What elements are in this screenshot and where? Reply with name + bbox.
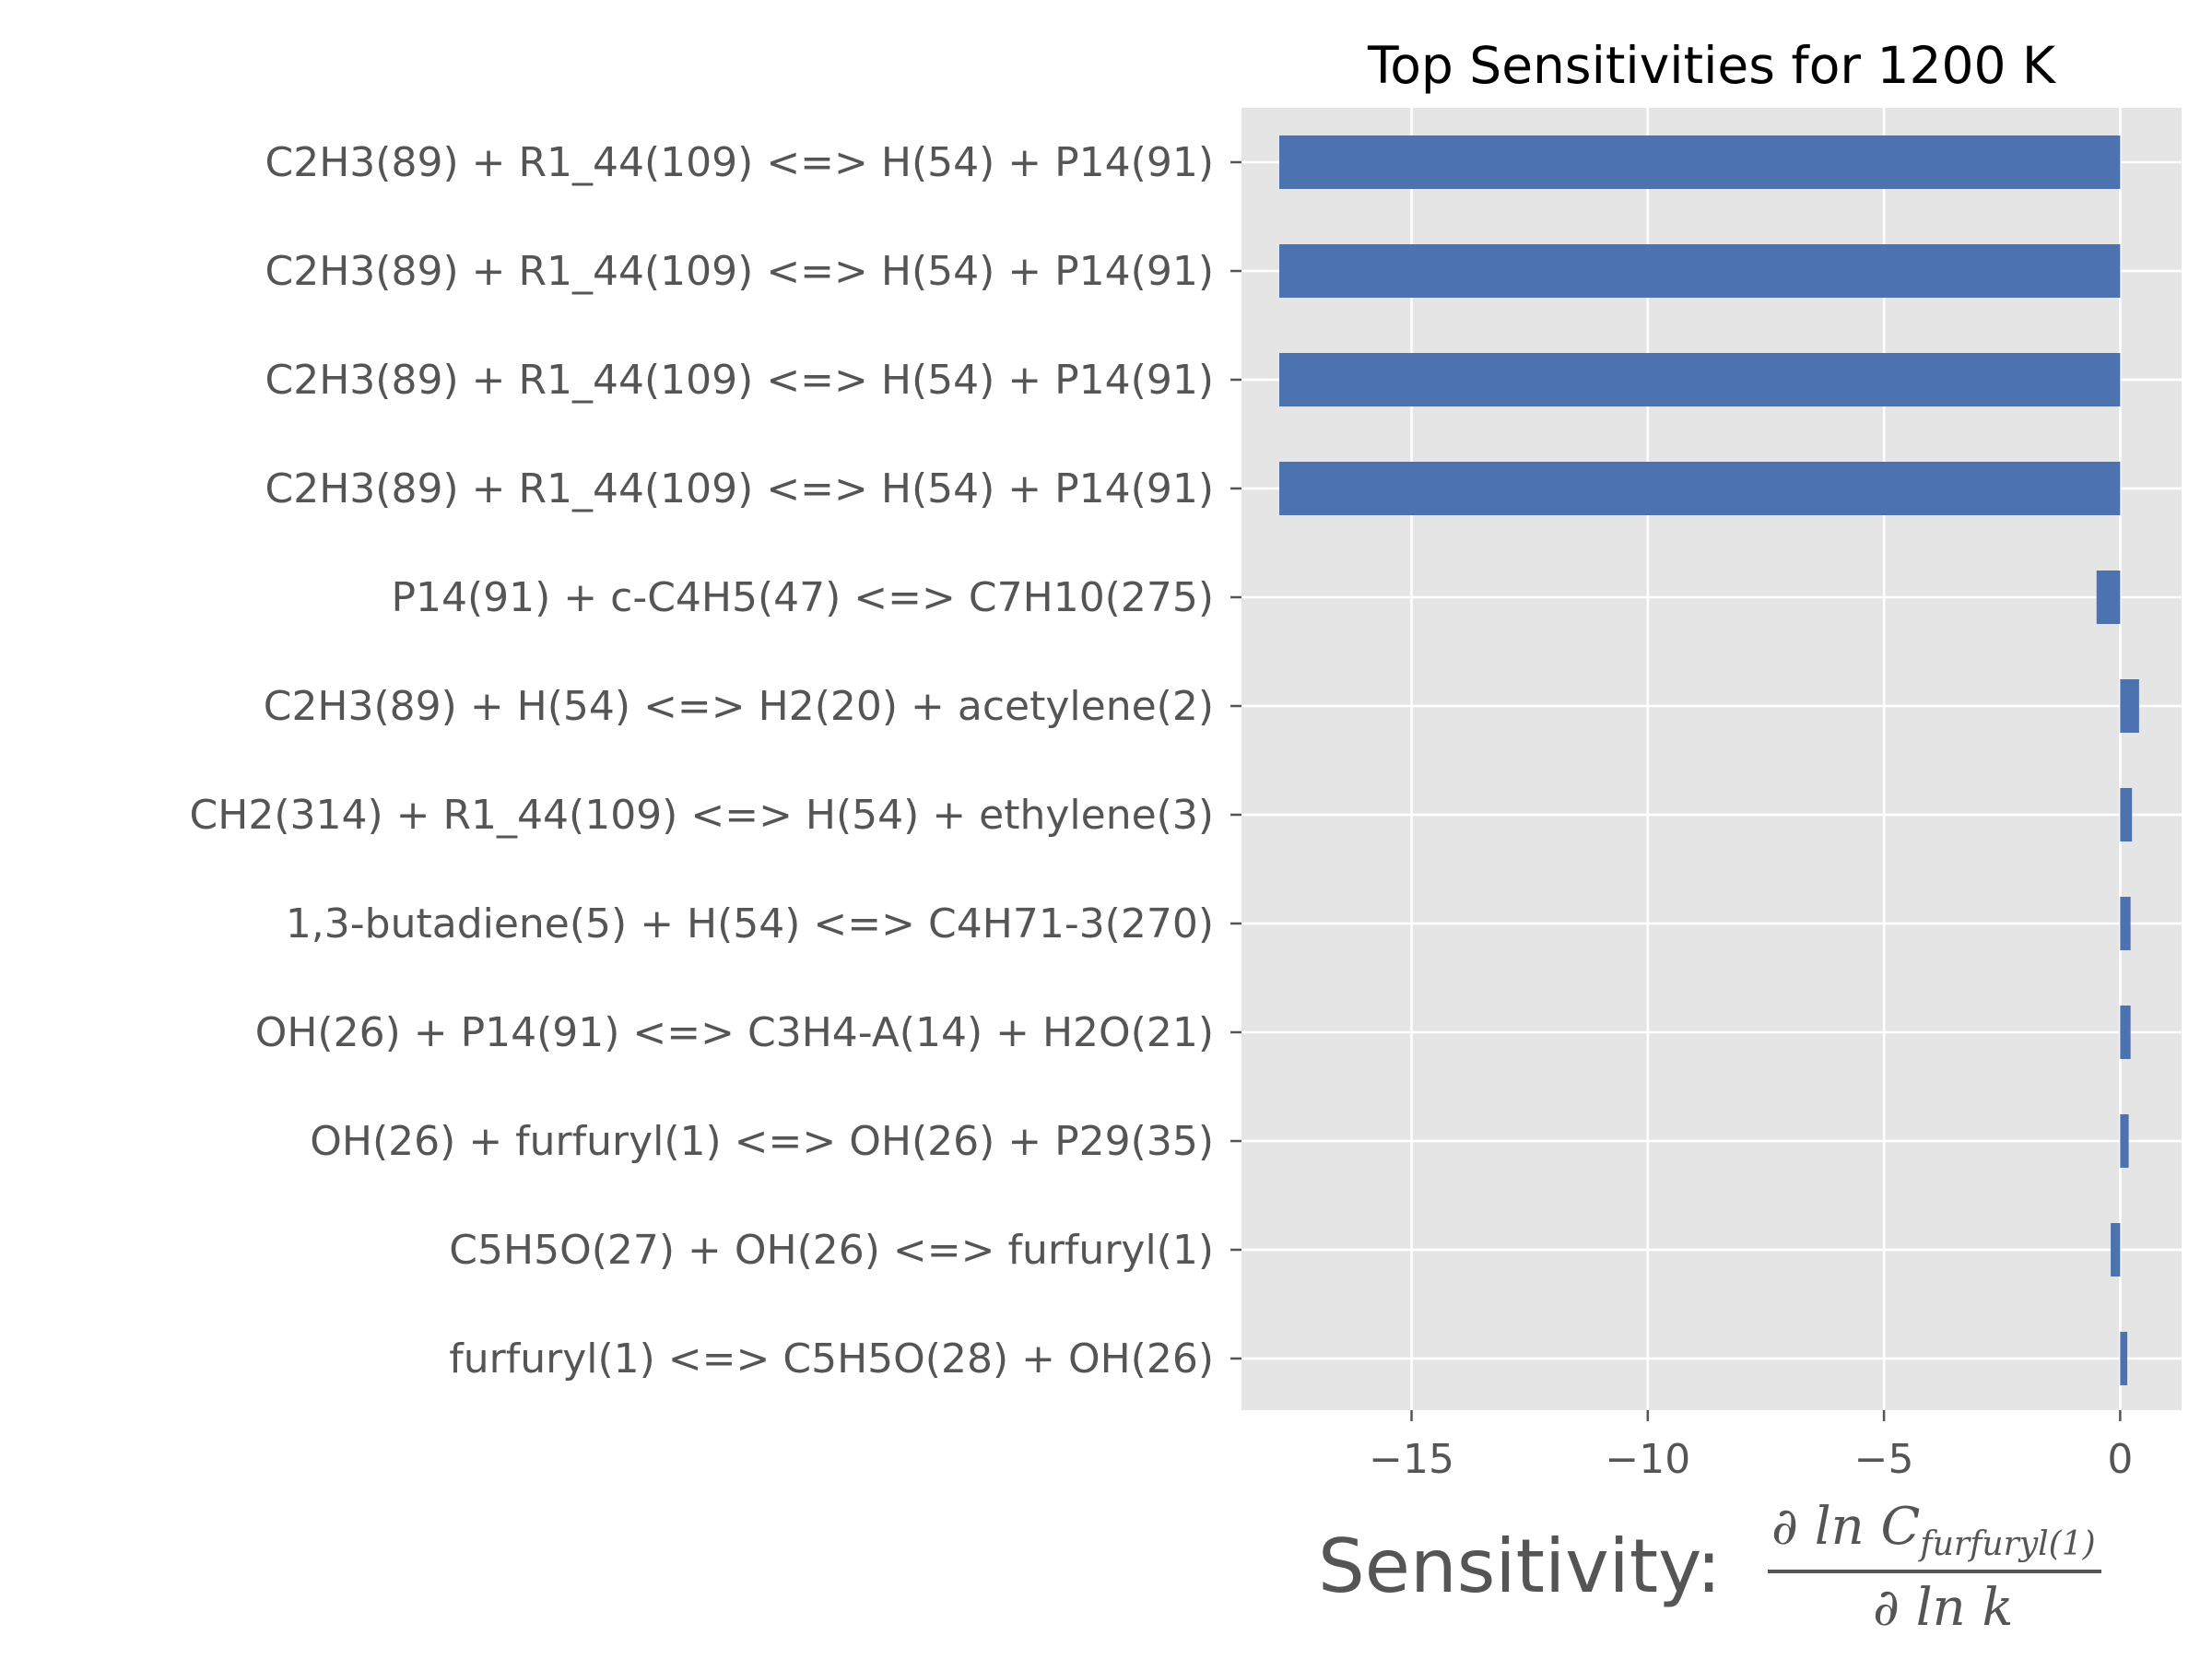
y-tick-label: C2H3(89) + R1_44(109) <=> H(54) + P14(91… xyxy=(265,139,1215,186)
plot-background xyxy=(1241,108,2182,1410)
bar xyxy=(1279,353,2121,406)
bar xyxy=(2111,1223,2121,1277)
x-axis-label-denominator: ∂ ln k xyxy=(1873,1578,2013,1638)
bar xyxy=(2120,1006,2131,1059)
y-tick-label: C2H3(89) + R1_44(109) <=> H(54) + P14(91… xyxy=(265,357,1215,404)
bar xyxy=(2120,1114,2129,1168)
y-tick-label: C2H3(89) + R1_44(109) <=> H(54) + P14(91… xyxy=(265,465,1215,512)
bar xyxy=(2120,897,2131,950)
y-tick-label: C2H3(89) + R1_44(109) <=> H(54) + P14(91… xyxy=(265,248,1215,295)
x-tick-label: −10 xyxy=(1605,1436,1690,1483)
bar xyxy=(2120,679,2139,733)
y-tick-label: furfuryl(1) <=> C5H5O(28) + OH(26) xyxy=(449,1335,1214,1382)
bar xyxy=(1279,462,2121,515)
y-tick-label: C2H3(89) + H(54) <=> H2(20) + acetylene(… xyxy=(264,683,1214,730)
x-tick-label: −5 xyxy=(1854,1436,1914,1483)
bar xyxy=(2120,788,2133,841)
bar xyxy=(2096,571,2121,624)
x-axis-label-prefix: Sensitivity: xyxy=(1318,1524,1722,1609)
x-axis-label-numerator: ∂ ln Cfurfuryl(1) xyxy=(1771,1497,2096,1563)
y-axis: C2H3(89) + R1_44(109) <=> H(54) + P14(91… xyxy=(190,139,1241,1382)
bar xyxy=(2120,1332,2128,1385)
chart-title: Top Sensitivities for 1200 K xyxy=(1367,36,2057,95)
x-axis: −15 −10 −5 0 xyxy=(1369,1410,2133,1483)
y-tick-label: P14(91) + c-C4H5(47) <=> C7H10(275) xyxy=(391,574,1214,621)
x-tick-label: −15 xyxy=(1369,1436,1454,1483)
y-tick-label: C5H5O(27) + OH(26) <=> furfuryl(1) xyxy=(449,1227,1214,1274)
y-tick-label: OH(26) + P14(91) <=> C3H4-A(14) + H2O(21… xyxy=(255,1009,1214,1056)
x-axis-label-numerator-subscript: furfuryl(1) xyxy=(1917,1525,2095,1563)
y-tick-label: CH2(314) + R1_44(109) <=> H(54) + ethyle… xyxy=(190,792,1214,839)
bar xyxy=(1279,135,2121,189)
x-tick-label: 0 xyxy=(2107,1436,2133,1483)
bars xyxy=(1279,135,2139,1385)
y-tick-label: 1,3-butadiene(5) + H(54) <=> C4H71-3(270… xyxy=(286,900,1214,947)
y-tick-label: OH(26) + furfuryl(1) <=> OH(26) + P29(35… xyxy=(310,1118,1214,1165)
x-axis-label: Sensitivity: ∂ ln Cfurfuryl(1) ∂ ln k xyxy=(1318,1497,2101,1638)
bar xyxy=(1279,244,2121,298)
x-axis-label-numerator-op: ∂ ln C xyxy=(1771,1497,1920,1557)
